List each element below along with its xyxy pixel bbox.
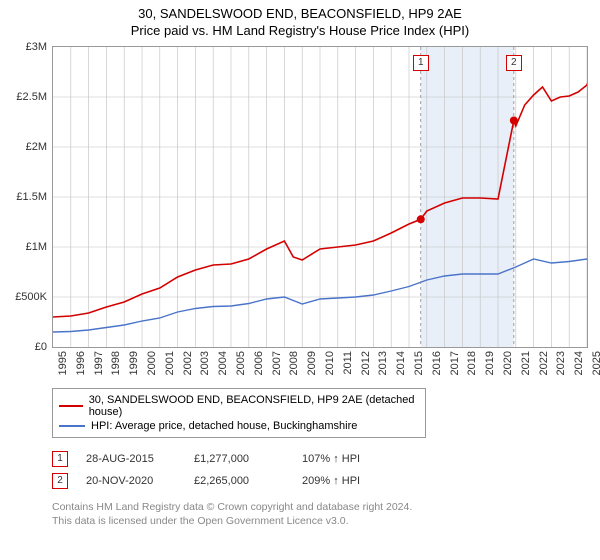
event-row: 2 20-NOV-2020 £2,265,000 209% ↑ HPI <box>52 470 600 492</box>
chart-svg <box>53 47 587 347</box>
event-pct: 209% ↑ HPI <box>302 475 360 487</box>
x-tick-label: 2021 <box>520 351 532 375</box>
x-tick-label: 2004 <box>217 351 229 375</box>
x-tick-label: 1997 <box>93 351 105 375</box>
title-block: 30, SANDELSWOOD END, BEACONSFIELD, HP9 2… <box>0 0 600 38</box>
footer-attribution: Contains HM Land Registry data © Crown c… <box>52 500 600 528</box>
x-tick-label: 2016 <box>431 351 443 375</box>
y-tick-label: £1.5M <box>16 191 47 203</box>
x-tick-label: 2001 <box>164 351 176 375</box>
x-tick-label: 2020 <box>502 351 514 375</box>
x-tick-label: 2010 <box>324 351 336 375</box>
event-date: 28-AUG-2015 <box>86 453 176 465</box>
legend-label: HPI: Average price, detached house, Buck… <box>91 420 357 432</box>
event-price: £2,265,000 <box>194 475 284 487</box>
x-tick-label: 1999 <box>128 351 140 375</box>
x-tick-label: 2013 <box>377 351 389 375</box>
x-tick-label: 2023 <box>555 351 567 375</box>
event-row: 1 28-AUG-2015 £1,277,000 107% ↑ HPI <box>52 448 600 470</box>
event-marker-box: 2 <box>52 473 68 489</box>
price-chart: £0£500K£1M£1.5M£2M£2.5M£3M19951996199719… <box>52 46 588 348</box>
y-tick-label: £1M <box>26 241 47 253</box>
y-tick-label: £2M <box>26 141 47 153</box>
x-tick-label: 2022 <box>538 351 550 375</box>
sale-events: 1 28-AUG-2015 £1,277,000 107% ↑ HPI 2 20… <box>52 448 600 492</box>
legend-item: HPI: Average price, detached house, Buck… <box>59 419 419 433</box>
x-tick-label: 1998 <box>110 351 122 375</box>
y-tick-label: £0 <box>35 341 47 353</box>
x-tick-label: 2014 <box>395 351 407 375</box>
y-tick-label: £500K <box>15 291 47 303</box>
title-address: 30, SANDELSWOOD END, BEACONSFIELD, HP9 2… <box>0 6 600 21</box>
x-tick-label: 2009 <box>306 351 318 375</box>
x-tick-label: 1995 <box>57 351 69 375</box>
x-tick-label: 2008 <box>288 351 300 375</box>
x-tick-label: 2007 <box>271 351 283 375</box>
x-tick-label: 2002 <box>182 351 194 375</box>
title-subtitle: Price paid vs. HM Land Registry's House … <box>0 23 600 38</box>
x-tick-label: 2011 <box>342 351 354 375</box>
x-tick-label: 2012 <box>360 351 372 375</box>
event-marker-box: 1 <box>52 451 68 467</box>
sale-marker-box: 1 <box>413 55 429 71</box>
legend-swatch <box>59 425 85 427</box>
legend-item: 30, SANDELSWOOD END, BEACONSFIELD, HP9 2… <box>59 393 419 419</box>
legend-swatch <box>59 405 83 407</box>
event-price: £1,277,000 <box>194 453 284 465</box>
legend-label: 30, SANDELSWOOD END, BEACONSFIELD, HP9 2… <box>89 394 419 418</box>
x-tick-label: 2019 <box>484 351 496 375</box>
x-tick-label: 2000 <box>146 351 158 375</box>
footer-line: This data is licensed under the Open Gov… <box>52 514 600 528</box>
x-tick-label: 2024 <box>573 351 585 375</box>
footer-line: Contains HM Land Registry data © Crown c… <box>52 500 600 514</box>
legend: 30, SANDELSWOOD END, BEACONSFIELD, HP9 2… <box>52 388 426 438</box>
sale-marker-box: 2 <box>506 55 522 71</box>
event-date: 20-NOV-2020 <box>86 475 176 487</box>
x-tick-label: 2018 <box>466 351 478 375</box>
figure-container: 30, SANDELSWOOD END, BEACONSFIELD, HP9 2… <box>0 0 600 560</box>
x-tick-label: 2025 <box>591 351 600 375</box>
x-tick-label: 1996 <box>75 351 87 375</box>
x-tick-label: 2003 <box>199 351 211 375</box>
x-tick-label: 2015 <box>413 351 425 375</box>
y-tick-label: £3M <box>26 41 47 53</box>
event-pct: 107% ↑ HPI <box>302 453 360 465</box>
y-tick-label: £2.5M <box>16 91 47 103</box>
x-tick-label: 2005 <box>235 351 247 375</box>
x-tick-label: 2006 <box>253 351 265 375</box>
x-tick-label: 2017 <box>449 351 461 375</box>
